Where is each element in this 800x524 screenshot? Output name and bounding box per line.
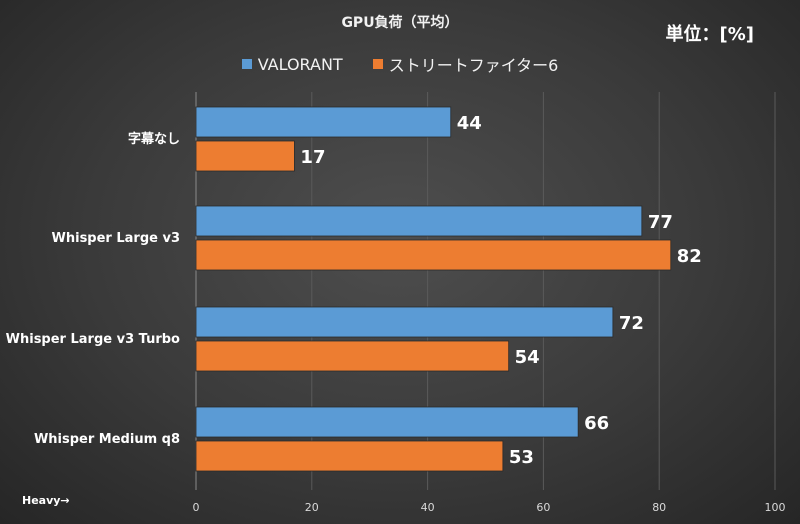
legend-label-valorant: VALORANT <box>257 54 343 74</box>
data-label-s1-c1: 82 <box>677 246 702 267</box>
data-label-s1-c0: 17 <box>300 147 325 168</box>
x-tick-label-40: 40 <box>421 501 435 514</box>
data-label-s1-c2: 54 <box>515 347 540 368</box>
bar-s1-c1 <box>195 239 672 271</box>
data-label-s0-c0: 44 <box>457 113 482 134</box>
category-label-3: Whisper Medium q8 <box>34 432 180 447</box>
category-label-0: 字幕なし <box>128 131 180 147</box>
data-label-s0-c1: 77 <box>648 212 673 233</box>
x-tick-label-80: 80 <box>652 501 666 514</box>
x-tick-label-0: 0 <box>193 501 200 514</box>
legend-item-valorant: VALORANT <box>241 52 343 76</box>
category-label-2: Whisper Large v3 Turbo <box>6 332 180 347</box>
bar-s0-c0 <box>195 106 452 138</box>
bar-s0-c1 <box>195 205 643 237</box>
data-label-s1-c3: 53 <box>509 447 534 468</box>
bar-s1-c2 <box>195 340 510 372</box>
data-label-s0-c2: 72 <box>619 313 644 334</box>
data-label-s0-c3: 66 <box>584 413 609 434</box>
legend-swatch-valorant <box>241 59 252 69</box>
heavy-footnote: Heavy→ <box>22 494 70 507</box>
x-tick-label-60: 60 <box>536 501 550 514</box>
legend: VALORANT ストリートファイター6 <box>0 52 800 76</box>
bar-s0-c2 <box>195 306 614 338</box>
legend-swatch-street-fighter <box>372 59 383 69</box>
unit-label: 単位：[%] <box>665 24 755 45</box>
category-label-1: Whisper Large v3 <box>52 231 180 246</box>
bar-s1-c0 <box>195 140 295 172</box>
legend-item-street-fighter: ストリートファイター6 <box>372 52 559 76</box>
bar-s0-c3 <box>195 406 579 438</box>
chart-title: GPU負荷（平均） <box>341 15 459 31</box>
bar-s1-c3 <box>195 440 504 472</box>
x-tick-label-20: 20 <box>305 501 319 514</box>
x-tick-label-100: 100 <box>765 501 786 514</box>
legend-label-street-fighter: ストリートファイター6 <box>388 56 559 75</box>
